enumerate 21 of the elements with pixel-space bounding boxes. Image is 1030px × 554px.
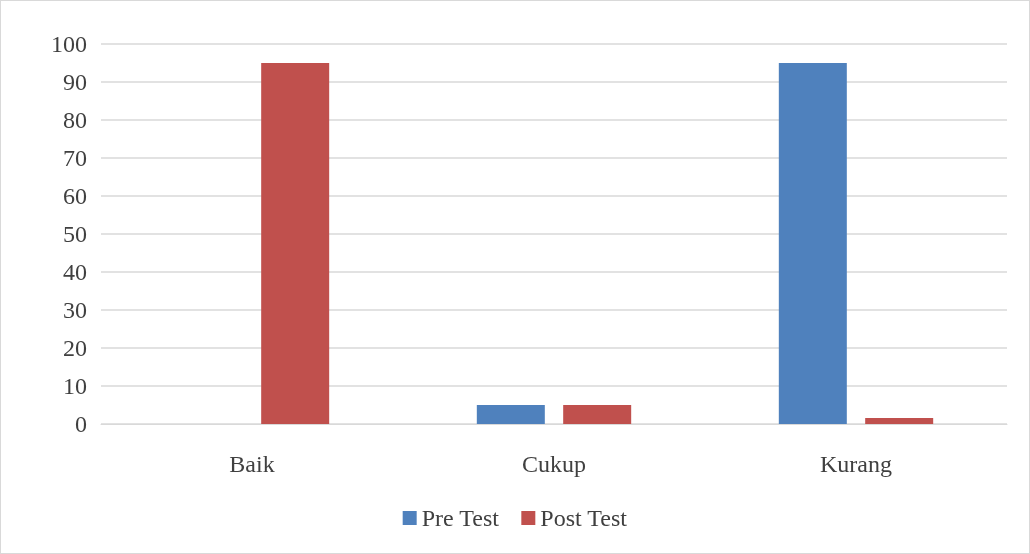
y-tick-label: 20 — [63, 335, 87, 361]
y-tick-label: 0 — [75, 411, 87, 437]
bar — [261, 63, 330, 424]
y-tick-label: 80 — [63, 107, 87, 133]
bar — [865, 417, 934, 424]
x-tick-label: Baik — [229, 451, 275, 477]
x-tick-label: Cukup — [521, 451, 587, 477]
y-tick-label: 30 — [63, 297, 87, 323]
bar — [563, 405, 632, 424]
y-tick-label: 10 — [63, 373, 87, 399]
x-tick-label: Kurang — [820, 451, 892, 477]
bar — [778, 63, 847, 424]
y-tick-label: 40 — [63, 259, 87, 285]
y-tick-label: 70 — [63, 145, 87, 171]
bar — [476, 405, 545, 424]
y-tick-label: 50 — [63, 221, 87, 247]
y-tick-label: 90 — [63, 69, 87, 95]
y-tick-label: 100 — [51, 31, 87, 57]
legend-label: Pre Test — [421, 505, 500, 531]
legend-label: Post Test — [540, 505, 628, 531]
y-tick-label: 60 — [63, 183, 87, 209]
